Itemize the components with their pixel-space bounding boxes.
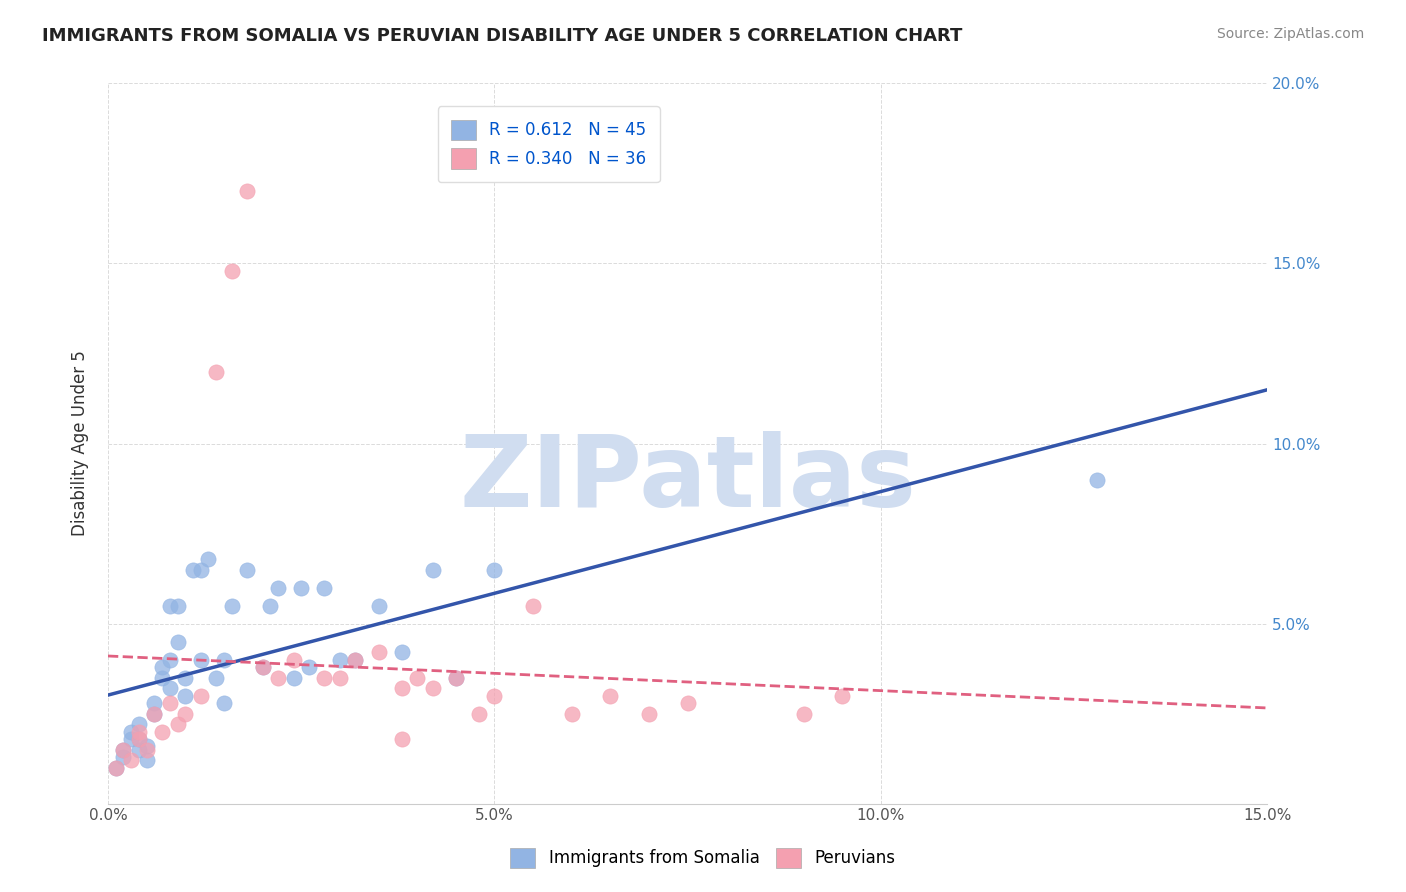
Point bbox=[252, 660, 274, 674]
Point bbox=[252, 660, 274, 674]
Point bbox=[329, 652, 352, 666]
Point bbox=[128, 717, 150, 731]
Point bbox=[143, 696, 166, 710]
Point bbox=[212, 652, 235, 666]
Legend: R = 0.612   N = 45, R = 0.340   N = 36: R = 0.612 N = 45, R = 0.340 N = 36 bbox=[437, 106, 659, 182]
Point bbox=[283, 671, 305, 685]
Point bbox=[259, 599, 281, 613]
Point bbox=[267, 581, 290, 595]
Legend: Immigrants from Somalia, Peruvians: Immigrants from Somalia, Peruvians bbox=[503, 841, 903, 875]
Point bbox=[406, 671, 429, 685]
Text: IMMIGRANTS FROM SOMALIA VS PERUVIAN DISABILITY AGE UNDER 5 CORRELATION CHART: IMMIGRANTS FROM SOMALIA VS PERUVIAN DISA… bbox=[42, 27, 963, 45]
Point bbox=[112, 742, 135, 756]
Point bbox=[190, 563, 212, 577]
Point bbox=[143, 706, 166, 721]
Point bbox=[128, 724, 150, 739]
Point bbox=[522, 599, 544, 613]
Point bbox=[104, 761, 127, 775]
Point bbox=[212, 696, 235, 710]
Point bbox=[391, 731, 413, 746]
Point bbox=[120, 731, 142, 746]
Point bbox=[391, 645, 413, 659]
Point bbox=[135, 753, 157, 767]
Y-axis label: Disability Age Under 5: Disability Age Under 5 bbox=[72, 351, 89, 536]
Point bbox=[236, 563, 259, 577]
Point bbox=[143, 706, 166, 721]
Point bbox=[367, 645, 389, 659]
Point bbox=[150, 660, 173, 674]
Point bbox=[166, 599, 188, 613]
Point bbox=[561, 706, 583, 721]
Point bbox=[128, 731, 150, 746]
Point bbox=[128, 742, 150, 756]
Point bbox=[1087, 473, 1109, 487]
Point bbox=[120, 724, 142, 739]
Point bbox=[159, 681, 181, 696]
Point bbox=[314, 671, 336, 685]
Point bbox=[484, 689, 506, 703]
Point bbox=[444, 671, 467, 685]
Point bbox=[676, 696, 699, 710]
Point bbox=[128, 731, 150, 746]
Point bbox=[135, 742, 157, 756]
Text: ZIPatlas: ZIPatlas bbox=[460, 431, 917, 528]
Point bbox=[112, 749, 135, 764]
Point bbox=[159, 652, 181, 666]
Point bbox=[638, 706, 661, 721]
Point bbox=[104, 761, 127, 775]
Point bbox=[166, 717, 188, 731]
Point bbox=[174, 689, 197, 703]
Point bbox=[831, 689, 853, 703]
Point bbox=[135, 739, 157, 753]
Point bbox=[344, 652, 367, 666]
Point bbox=[444, 671, 467, 685]
Point bbox=[159, 696, 181, 710]
Point bbox=[391, 681, 413, 696]
Point bbox=[267, 671, 290, 685]
Text: Source: ZipAtlas.com: Source: ZipAtlas.com bbox=[1216, 27, 1364, 41]
Point bbox=[190, 689, 212, 703]
Point bbox=[166, 634, 188, 648]
Point bbox=[290, 581, 312, 595]
Point bbox=[221, 263, 243, 277]
Point bbox=[367, 599, 389, 613]
Point bbox=[314, 581, 336, 595]
Point bbox=[174, 671, 197, 685]
Point bbox=[329, 671, 352, 685]
Point bbox=[197, 551, 219, 566]
Point bbox=[422, 563, 444, 577]
Point bbox=[298, 660, 321, 674]
Point bbox=[120, 753, 142, 767]
Point bbox=[159, 599, 181, 613]
Point bbox=[150, 724, 173, 739]
Point bbox=[236, 185, 259, 199]
Point bbox=[205, 364, 228, 378]
Point bbox=[205, 671, 228, 685]
Point bbox=[112, 742, 135, 756]
Point bbox=[150, 671, 173, 685]
Point bbox=[174, 706, 197, 721]
Point bbox=[422, 681, 444, 696]
Point bbox=[283, 652, 305, 666]
Point bbox=[484, 563, 506, 577]
Point bbox=[793, 706, 815, 721]
Point bbox=[468, 706, 491, 721]
Point bbox=[221, 599, 243, 613]
Point bbox=[181, 563, 204, 577]
Point bbox=[190, 652, 212, 666]
Point bbox=[344, 652, 367, 666]
Point bbox=[599, 689, 621, 703]
